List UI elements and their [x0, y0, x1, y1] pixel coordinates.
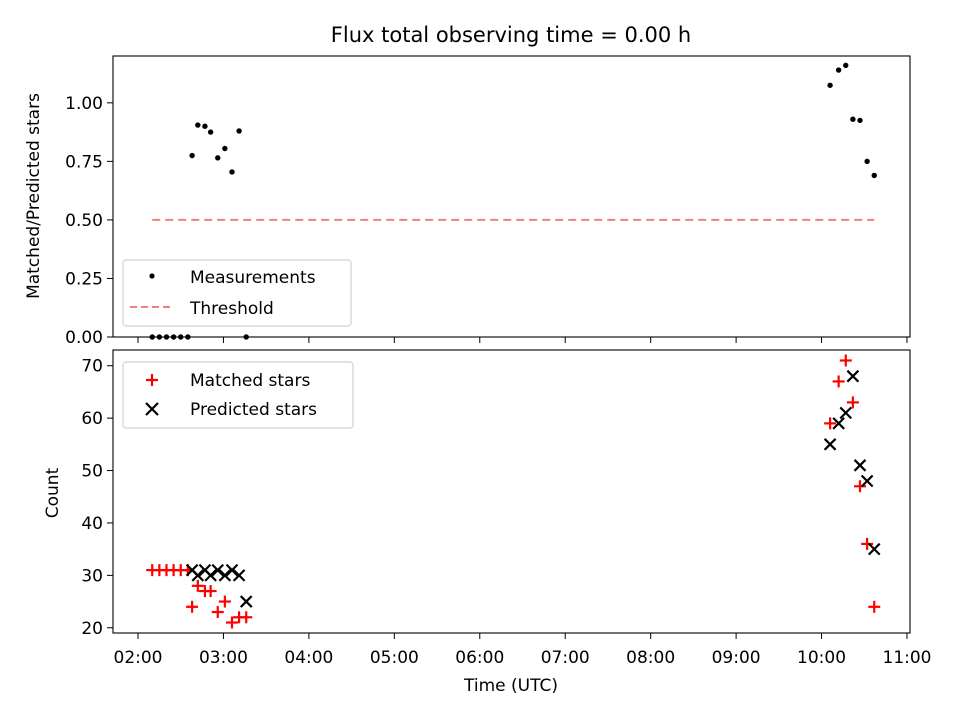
top-x-ticks — [137, 337, 908, 343]
chart-title: Flux total observing time = 0.00 h — [331, 23, 691, 47]
measurement-point — [857, 117, 863, 124]
bottom-legend: Matched stars Predicted stars — [122, 361, 354, 429]
legend-predicted-label: Predicted stars — [190, 400, 317, 420]
predicted-star-point — [867, 542, 881, 556]
predicted-star-point — [860, 474, 874, 488]
top-panel: 0.00 0.25 0.50 0.75 1.00 Matched/Predicted s… — [24, 55, 911, 348]
predicted-star-point — [832, 417, 845, 430]
x-tick-label: 06:00 — [455, 648, 504, 668]
matched-star-point — [204, 585, 217, 598]
bottom-y-tick-label: 20 — [81, 619, 103, 639]
measurement-point — [229, 169, 235, 175]
predicted-star-point — [225, 563, 239, 577]
matched-star-point — [225, 616, 238, 629]
measurement-point — [202, 123, 208, 129]
measurement-point — [835, 67, 842, 73]
x-tick-label: 02:00 — [114, 648, 163, 668]
matched-star-point — [824, 417, 837, 430]
top-legend-box — [122, 259, 352, 327]
x-tick-label: 07:00 — [541, 648, 590, 668]
legend-matched-marker — [146, 374, 158, 386]
legend-measurements-label: Measurements — [190, 268, 316, 288]
bottom-y-tick-label: 60 — [81, 409, 103, 429]
matched-star-point — [868, 600, 881, 613]
measurement-point — [871, 172, 877, 179]
top-legend: Measurements Threshold — [122, 259, 352, 327]
measurement-point — [195, 122, 201, 128]
top-y-tick-label: 0.00 — [65, 328, 103, 348]
measurement-point — [189, 152, 195, 159]
bottom-y-tick-label: 40 — [81, 514, 103, 534]
measurement-point — [843, 62, 849, 69]
predicted-star-point — [232, 569, 246, 582]
bottom-y-ticks: 20 30 40 50 60 70 — [81, 357, 113, 639]
bottom-y-tick-label: 70 — [81, 357, 103, 377]
bottom-y-tick-label: 50 — [81, 462, 103, 482]
predicted-star-point — [211, 563, 225, 577]
legend-threshold-label: Threshold — [189, 299, 274, 319]
matched-star-point — [191, 579, 204, 592]
x-tick-label: 11:00 — [883, 648, 932, 668]
matched-star-point — [839, 354, 852, 367]
measurement-point — [215, 155, 221, 161]
legend-predicted-marker — [145, 402, 159, 416]
top-y-tick-label: 1.00 — [65, 94, 103, 114]
top-y-tick-label: 0.75 — [65, 152, 103, 172]
matched-star-point — [218, 595, 231, 608]
x-tick-label: 08:00 — [626, 648, 675, 668]
top-plot-marks — [149, 62, 877, 340]
matched-star-point — [240, 611, 253, 624]
x-tick-label: 05:00 — [370, 648, 419, 668]
matched-star-point — [854, 480, 867, 493]
predicted-star-point — [218, 569, 232, 582]
predicted-star-point — [853, 459, 867, 472]
top-y-ticks: 0.00 0.25 0.50 0.75 1.00 — [65, 94, 113, 348]
top-axes-frame — [112, 55, 911, 338]
measurement-point — [850, 116, 856, 122]
top-y-axis-label: Matched/Predicted stars — [24, 93, 44, 299]
top-y-tick-label: 0.25 — [65, 269, 103, 289]
matched-star-point — [186, 600, 199, 613]
bottom-axes-frame — [112, 349, 911, 634]
predicted-star-point — [191, 569, 205, 582]
bottom-panel: 20 30 40 50 60 70 02:00 03:00 04:00 05:00 06:00 07… — [43, 349, 932, 696]
matched-star-point — [211, 606, 224, 619]
bottom-legend-box — [122, 361, 354, 429]
bottom-y-axis-label: Count — [43, 467, 63, 518]
measurement-point — [864, 158, 870, 165]
x-tick-label: 10:00 — [797, 648, 846, 668]
x-axis-label: Time (UTC) — [463, 676, 558, 696]
x-tick-label: 09:00 — [712, 648, 761, 668]
predicted-star-point — [204, 569, 217, 582]
matched-star-point — [832, 375, 845, 388]
predicted-star-point — [823, 438, 837, 451]
measurement-point — [222, 145, 228, 152]
bottom-plot-marks — [146, 354, 881, 629]
matched-star-point — [846, 396, 859, 409]
matched-star-point — [861, 537, 874, 550]
top-y-tick-label: 0.50 — [65, 211, 103, 231]
x-tick-label: 04:00 — [284, 648, 333, 668]
measurement-point — [236, 128, 242, 134]
legend-measurements-marker — [149, 273, 155, 279]
measurement-point — [827, 82, 833, 88]
legend-matched-label: Matched stars — [190, 371, 310, 391]
predicted-star-point — [239, 595, 253, 608]
measurement-point — [207, 129, 214, 135]
bottom-y-tick-label: 30 — [81, 566, 103, 586]
predicted-star-point — [839, 406, 853, 420]
x-tick-label: 03:00 — [199, 648, 248, 668]
bottom-x-ticks: 02:00 03:00 04:00 05:00 06:00 07:00 08:00 09:00… — [114, 633, 932, 668]
predicted-star-point — [846, 369, 860, 383]
